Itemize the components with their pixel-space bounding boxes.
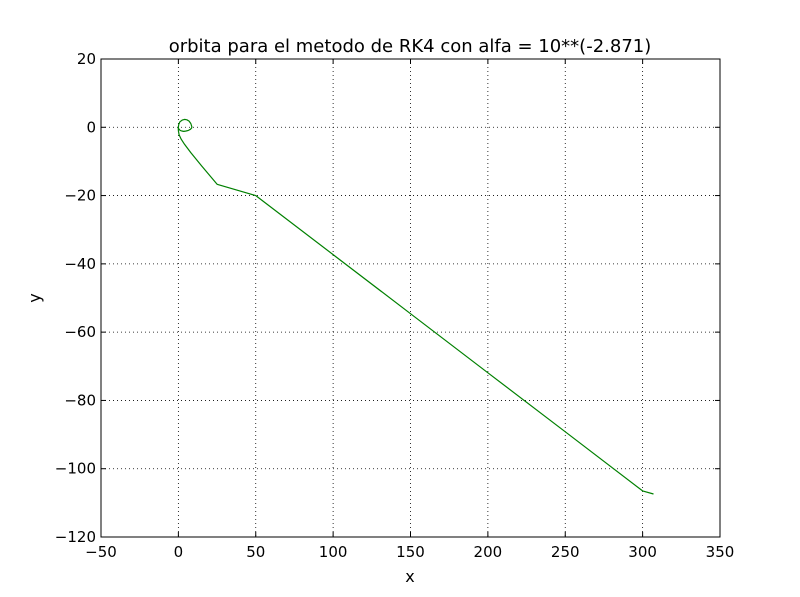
series-group <box>177 118 654 495</box>
x-tick-label: 50 <box>246 543 265 561</box>
orbit-line <box>177 118 654 495</box>
x-axis-label: x <box>405 567 414 586</box>
x-tick-label: 100 <box>319 543 348 561</box>
x-tick-labels: −50 0 50 100 150 200 250 300 350 <box>85 543 734 561</box>
y-tick-label: −20 <box>64 187 96 205</box>
y-tick-label: −40 <box>64 255 96 273</box>
y-tick-labels: −120 −100 −80 −60 −40 −20 0 20 <box>55 50 96 546</box>
x-tick-label: 200 <box>474 543 503 561</box>
x-tick-label: 0 <box>174 543 184 561</box>
x-tick-label: 150 <box>396 543 425 561</box>
x-tick-label: 300 <box>628 543 657 561</box>
x-tick-label: 250 <box>551 543 580 561</box>
y-tick-label: −80 <box>64 391 96 409</box>
y-tick-label: 0 <box>86 118 96 136</box>
x-tick-label: 350 <box>706 543 735 561</box>
y-tick-label: 20 <box>77 50 96 68</box>
axis-ticks <box>100 58 721 538</box>
y-tick-label: −120 <box>55 528 96 546</box>
chart-title: orbita para el metodo de RK4 con alfa = … <box>169 36 652 57</box>
y-tick-label: −60 <box>64 323 96 341</box>
plot-frame <box>100 58 721 538</box>
grid-lines <box>101 59 720 537</box>
x-tick-label: −50 <box>85 543 117 561</box>
y-axis-label: y <box>25 293 44 302</box>
y-tick-label: −100 <box>55 460 96 478</box>
